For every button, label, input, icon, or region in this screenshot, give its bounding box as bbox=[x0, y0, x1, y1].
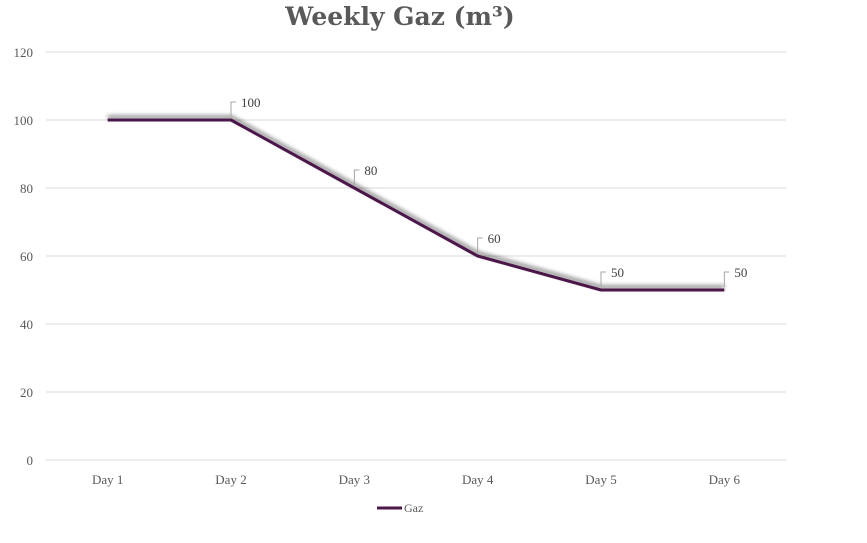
y-tick-label: 40 bbox=[20, 317, 33, 332]
leader-line bbox=[231, 102, 236, 117]
leader-line bbox=[354, 170, 359, 185]
data-label: 80 bbox=[364, 163, 377, 178]
chart-title: Weekly Gaz (m³) bbox=[0, 2, 800, 31]
y-tick-label: 20 bbox=[20, 385, 33, 400]
y-tick-label: 100 bbox=[14, 113, 34, 128]
series-line bbox=[108, 120, 725, 290]
x-tick-label: Day 5 bbox=[585, 472, 616, 487]
y-axis-ticks: 0 20 40 60 80 100 120 bbox=[14, 45, 34, 468]
data-label: 60 bbox=[488, 231, 501, 246]
y-tick-label: 120 bbox=[14, 45, 34, 60]
x-tick-label: Day 4 bbox=[462, 472, 494, 487]
data-label: 50 bbox=[734, 265, 747, 280]
leader-line bbox=[724, 272, 729, 287]
x-tick-label: Day 3 bbox=[339, 472, 370, 487]
x-axis-ticks: Day 1 Day 2 Day 3 Day 4 Day 5 Day 6 bbox=[92, 472, 741, 487]
x-tick-label: Day 6 bbox=[709, 472, 741, 487]
x-tick-label: Day 1 bbox=[92, 472, 123, 487]
series-gaz bbox=[108, 120, 725, 290]
data-label: 100 bbox=[241, 95, 261, 110]
y-tick-label: 80 bbox=[20, 181, 33, 196]
gridlines bbox=[46, 52, 786, 460]
legend: Gaz bbox=[377, 501, 423, 515]
leader-line bbox=[601, 272, 606, 287]
leader-line bbox=[478, 238, 483, 253]
y-tick-label: 0 bbox=[27, 453, 34, 468]
data-label: 50 bbox=[611, 265, 624, 280]
y-tick-label: 60 bbox=[20, 249, 33, 264]
legend-label: Gaz bbox=[404, 501, 423, 515]
x-tick-label: Day 2 bbox=[215, 472, 246, 487]
